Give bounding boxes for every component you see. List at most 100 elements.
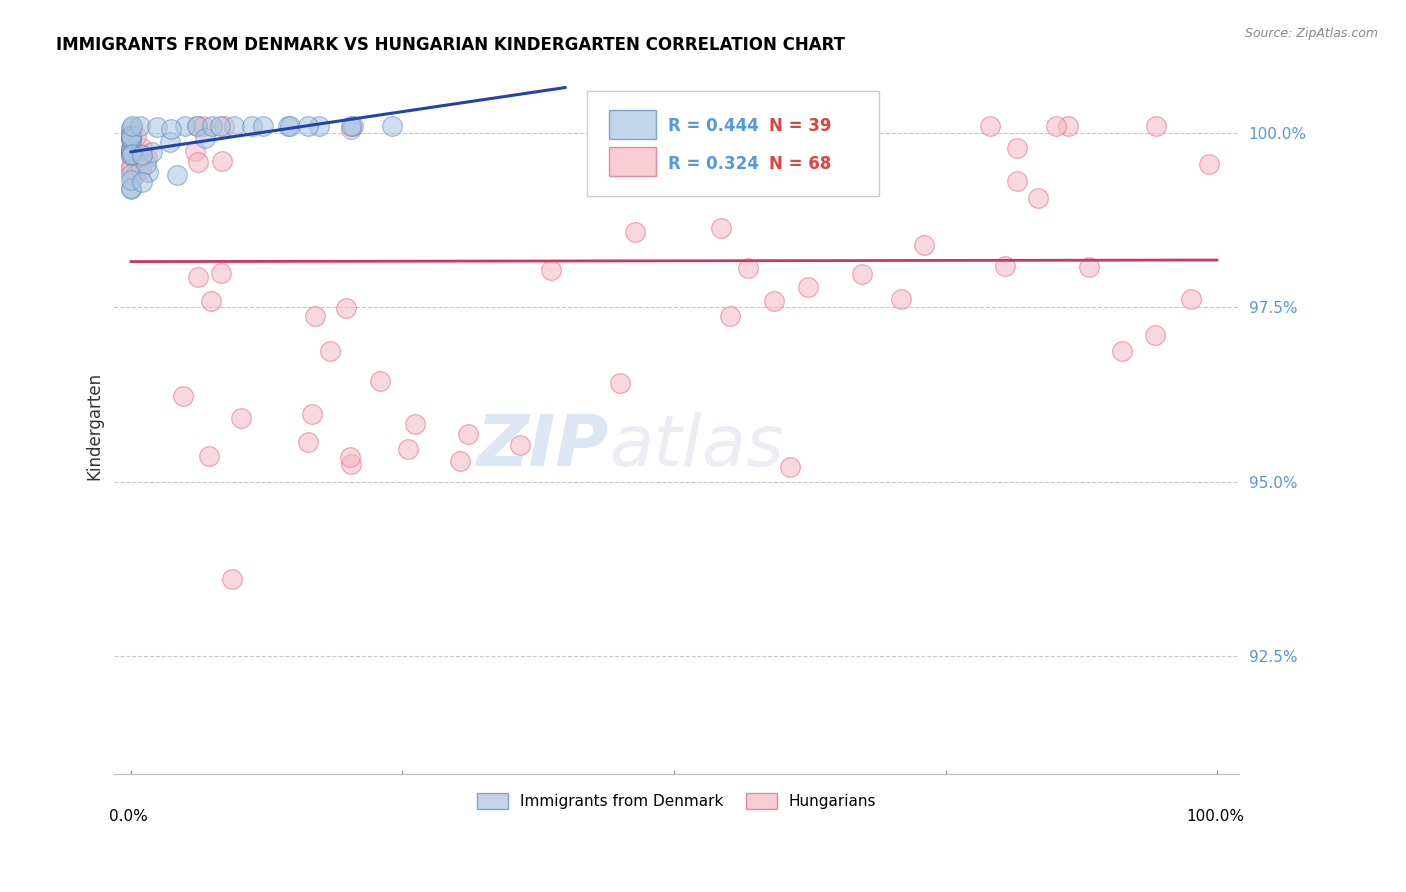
Point — [136, 165, 159, 179]
Text: ZIP: ZIP — [477, 412, 609, 481]
Point — [120, 121, 142, 136]
Point — [198, 449, 221, 463]
Point — [141, 145, 163, 160]
Point — [1005, 141, 1028, 155]
Point — [187, 155, 209, 169]
Point — [201, 119, 224, 133]
Point — [172, 389, 194, 403]
Point — [186, 119, 208, 133]
Point — [131, 175, 153, 189]
Point — [912, 238, 935, 252]
Point — [120, 146, 142, 161]
Point — [125, 129, 148, 144]
Point — [308, 119, 330, 133]
Point — [229, 410, 252, 425]
Point — [120, 145, 142, 159]
Point — [120, 145, 142, 159]
Point — [120, 161, 142, 176]
Point — [120, 172, 142, 186]
FancyBboxPatch shape — [586, 91, 879, 196]
Point — [737, 261, 759, 276]
Point — [449, 454, 471, 468]
Point — [623, 226, 645, 240]
Point — [135, 152, 157, 166]
Point — [120, 129, 142, 144]
Point — [1026, 192, 1049, 206]
Point — [121, 147, 143, 161]
Point — [120, 141, 142, 155]
Legend: Immigrants from Denmark, Hungarians: Immigrants from Denmark, Hungarians — [471, 787, 883, 815]
Text: R = 0.324: R = 0.324 — [668, 155, 759, 173]
Point — [710, 221, 733, 235]
Point — [212, 119, 235, 133]
Point — [856, 126, 879, 140]
Point — [297, 119, 319, 133]
Point — [129, 162, 152, 177]
Point — [120, 128, 142, 142]
Point — [120, 160, 142, 174]
Point — [252, 119, 274, 133]
Text: IMMIGRANTS FROM DENMARK VS HUNGARIAN KINDERGARTEN CORRELATION CHART: IMMIGRANTS FROM DENMARK VS HUNGARIAN KIN… — [56, 36, 845, 54]
Point — [718, 309, 741, 323]
Point — [1077, 260, 1099, 274]
Point — [120, 124, 142, 138]
Point — [509, 438, 531, 452]
Point — [1198, 157, 1220, 171]
Point — [396, 442, 419, 457]
Point — [368, 375, 391, 389]
Text: N = 39: N = 39 — [769, 117, 831, 136]
Point — [278, 119, 301, 133]
Point — [1005, 174, 1028, 188]
Point — [131, 141, 153, 155]
Point — [129, 146, 152, 161]
FancyBboxPatch shape — [609, 111, 657, 139]
Point — [120, 132, 142, 146]
Point — [120, 167, 142, 181]
Point — [319, 344, 342, 359]
Point — [381, 119, 404, 133]
Point — [135, 157, 157, 171]
Point — [124, 168, 146, 182]
Point — [335, 301, 357, 316]
Text: 100.0%: 100.0% — [1187, 809, 1244, 824]
Point — [728, 145, 751, 160]
Y-axis label: Kindergarten: Kindergarten — [86, 372, 103, 480]
Point — [200, 293, 222, 308]
Point — [851, 267, 873, 281]
Point — [120, 180, 142, 194]
Point — [121, 119, 143, 133]
Text: R = 0.444: R = 0.444 — [668, 117, 759, 136]
Point — [209, 266, 232, 280]
Point — [194, 131, 217, 145]
Point — [120, 182, 142, 196]
Point — [1144, 327, 1167, 342]
Text: atlas: atlas — [609, 412, 783, 481]
Point — [304, 310, 326, 324]
Point — [340, 121, 363, 136]
Point — [994, 259, 1017, 273]
Point — [609, 376, 631, 391]
Point — [779, 459, 801, 474]
Point — [301, 407, 323, 421]
Point — [297, 435, 319, 450]
Point — [221, 572, 243, 586]
Point — [1180, 293, 1202, 307]
Point — [1045, 119, 1067, 133]
Point — [131, 148, 153, 162]
Point — [145, 120, 167, 134]
Point — [339, 119, 361, 133]
Point — [404, 417, 426, 431]
Point — [120, 133, 142, 147]
Point — [166, 168, 188, 182]
Point — [211, 153, 233, 168]
Point — [129, 119, 152, 133]
Point — [120, 141, 142, 155]
Point — [184, 144, 207, 158]
Point — [120, 148, 142, 162]
Point — [277, 119, 299, 133]
FancyBboxPatch shape — [609, 147, 657, 177]
Point — [762, 294, 785, 309]
Point — [1146, 119, 1168, 133]
Text: Source: ZipAtlas.com: Source: ZipAtlas.com — [1244, 27, 1378, 40]
Point — [240, 119, 263, 133]
